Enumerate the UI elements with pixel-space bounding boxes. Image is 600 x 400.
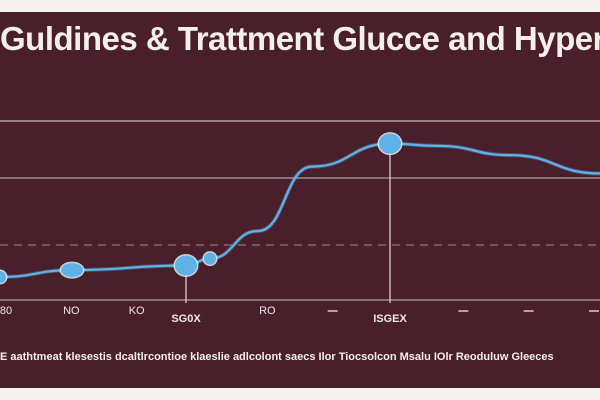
x-tick-label: KO <box>129 305 145 317</box>
x-tick-label: 80 <box>0 305 12 317</box>
series-line-0 <box>0 142 600 279</box>
data-point <box>61 263 83 278</box>
x-tick-label: SG0X <box>171 313 201 325</box>
data-point <box>0 271 6 283</box>
series-line-glow-0 <box>0 141 600 279</box>
x-tick-label: RO <box>259 305 276 317</box>
chart-panel <box>0 12 600 388</box>
data-point <box>204 252 216 265</box>
chart-caption: E aathtmeat klesestis dcaltlrcontioe kla… <box>0 351 554 363</box>
data-point <box>175 255 197 276</box>
data-point <box>379 133 401 154</box>
x-tick-label: NO <box>63 305 80 317</box>
x-tick-label: ISGEX <box>373 313 407 325</box>
chart-title: Guldines & Trattment Glucce and Hyperr G <box>0 20 600 57</box>
